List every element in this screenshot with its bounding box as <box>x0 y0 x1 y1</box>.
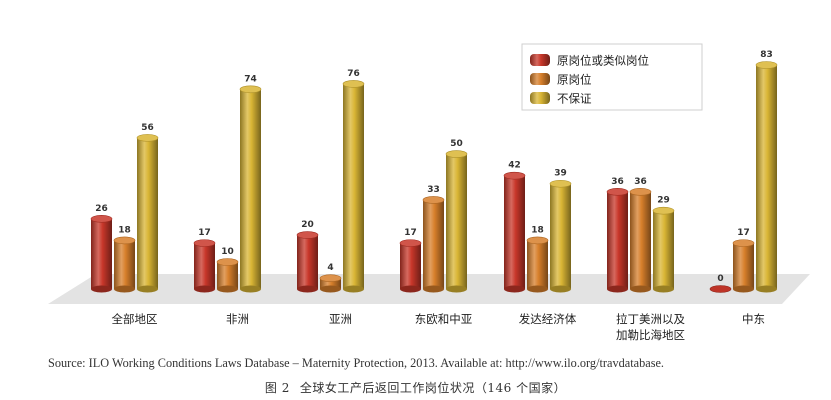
category-label-developed-economies: 发达经济体 <box>519 312 577 326</box>
category-label-africa: 非洲 <box>226 312 249 326</box>
value-label-africa-s3: 74 <box>244 74 257 84</box>
value-label-all-regions-s3: 56 <box>141 123 154 133</box>
bar-middle-east-s3 <box>755 61 778 293</box>
legend-swatch <box>530 73 550 85</box>
bar-latin-america-caribbean-s1 <box>606 188 629 293</box>
value-label-latin-america-caribbean-s1: 36 <box>611 177 624 187</box>
bar-chart: 26 17 20 17 42 36 0 18 10 4 33 18 36 17 56 74 76 50 39 29 83… <box>48 43 810 342</box>
legend-box <box>521 43 703 111</box>
figure-title: 全球女工产后返回工作岗位状况（146 个国家） <box>299 381 567 395</box>
bar-latin-america-caribbean-s3 <box>652 206 675 293</box>
bar-asia-s3 <box>342 80 365 293</box>
bar-eastern-europe-central-asia-s2 <box>422 196 445 293</box>
bar-africa-s2 <box>216 258 239 293</box>
value-label-asia-s3: 76 <box>347 69 360 79</box>
category-label-eastern-europe-central-asia: 东欧和中亚 <box>415 312 473 326</box>
value-label-africa-s1: 17 <box>198 228 211 238</box>
value-label-africa-s2: 10 <box>221 247 234 257</box>
category-labels-group: 全部地区 非洲 亚洲 东欧和中亚 发达经济体 拉丁美洲以及加勒比海地区 中东 <box>112 312 766 342</box>
value-label-asia-s1: 20 <box>301 220 314 230</box>
source-note: Source: ILO Working Conditions Laws Data… <box>48 356 665 370</box>
bar-developed-economies-s1 <box>503 171 526 293</box>
bar-eastern-europe-central-asia-s1 <box>399 239 422 293</box>
value-label-middle-east-s3: 83 <box>760 50 773 60</box>
value-label-eastern-europe-central-asia-s3: 50 <box>450 139 463 149</box>
value-label-developed-economies-s1: 42 <box>508 161 521 171</box>
legend-label: 原岗位 <box>557 73 592 87</box>
value-label-middle-east-s1: 0 <box>717 274 723 284</box>
legend-entry-s3: 不保证 <box>530 92 592 106</box>
category-label-asia: 亚洲 <box>329 312 352 326</box>
value-label-eastern-europe-central-asia-s1: 17 <box>404 228 417 238</box>
bar-all-regions-s1 <box>90 215 113 293</box>
bars-group <box>90 61 778 293</box>
value-label-asia-s2: 4 <box>327 263 333 273</box>
legend-swatch <box>530 54 550 66</box>
bar-eastern-europe-central-asia-s3 <box>445 150 468 293</box>
legend-entry-s2: 原岗位 <box>530 73 592 87</box>
bar-developed-economies-s2 <box>526 236 549 293</box>
legend-label: 原岗位或类似岗位 <box>557 54 649 68</box>
value-label-all-regions-s2: 18 <box>118 225 131 235</box>
value-labels-group: 26 17 20 17 42 36 0 18 10 4 33 18 36 17 56 74 76 50 39 29 83 <box>95 50 773 284</box>
bar-middle-east-s2 <box>732 239 755 293</box>
value-label-all-regions-s1: 26 <box>95 204 108 214</box>
category-label-all-regions: 全部地区 <box>112 312 158 326</box>
bar-developed-economies-s3 <box>549 179 572 293</box>
value-label-eastern-europe-central-asia-s2: 33 <box>427 185 440 195</box>
bar-middle-east-s1 <box>709 285 732 293</box>
category-label-latin-america-caribbean: 拉丁美洲以及加勒比海地区 <box>616 312 685 342</box>
bar-asia-s1 <box>296 231 319 293</box>
figure-caption: 图 2 全球女工产后返回工作岗位状况（146 个国家） <box>0 379 831 396</box>
value-label-latin-america-caribbean-s2: 36 <box>634 177 647 187</box>
figure-number: 图 2 <box>264 381 290 395</box>
bar-africa-s3 <box>239 85 262 293</box>
bar-all-regions-s3 <box>136 134 159 293</box>
bar-latin-america-caribbean-s2 <box>629 188 652 293</box>
value-label-developed-economies-s2: 18 <box>531 225 544 235</box>
legend-swatch <box>530 92 550 104</box>
value-label-developed-economies-s3: 39 <box>554 169 567 179</box>
legend-entry-s1: 原岗位或类似岗位 <box>530 54 649 68</box>
value-label-latin-america-caribbean-s3: 29 <box>657 196 670 206</box>
bar-asia-s2 <box>319 274 342 293</box>
category-label-middle-east: 中东 <box>742 312 765 326</box>
bar-africa-s1 <box>193 239 216 293</box>
legend-label: 不保证 <box>557 92 592 106</box>
value-label-middle-east-s2: 17 <box>737 228 750 238</box>
bar-all-regions-s2 <box>113 236 136 293</box>
